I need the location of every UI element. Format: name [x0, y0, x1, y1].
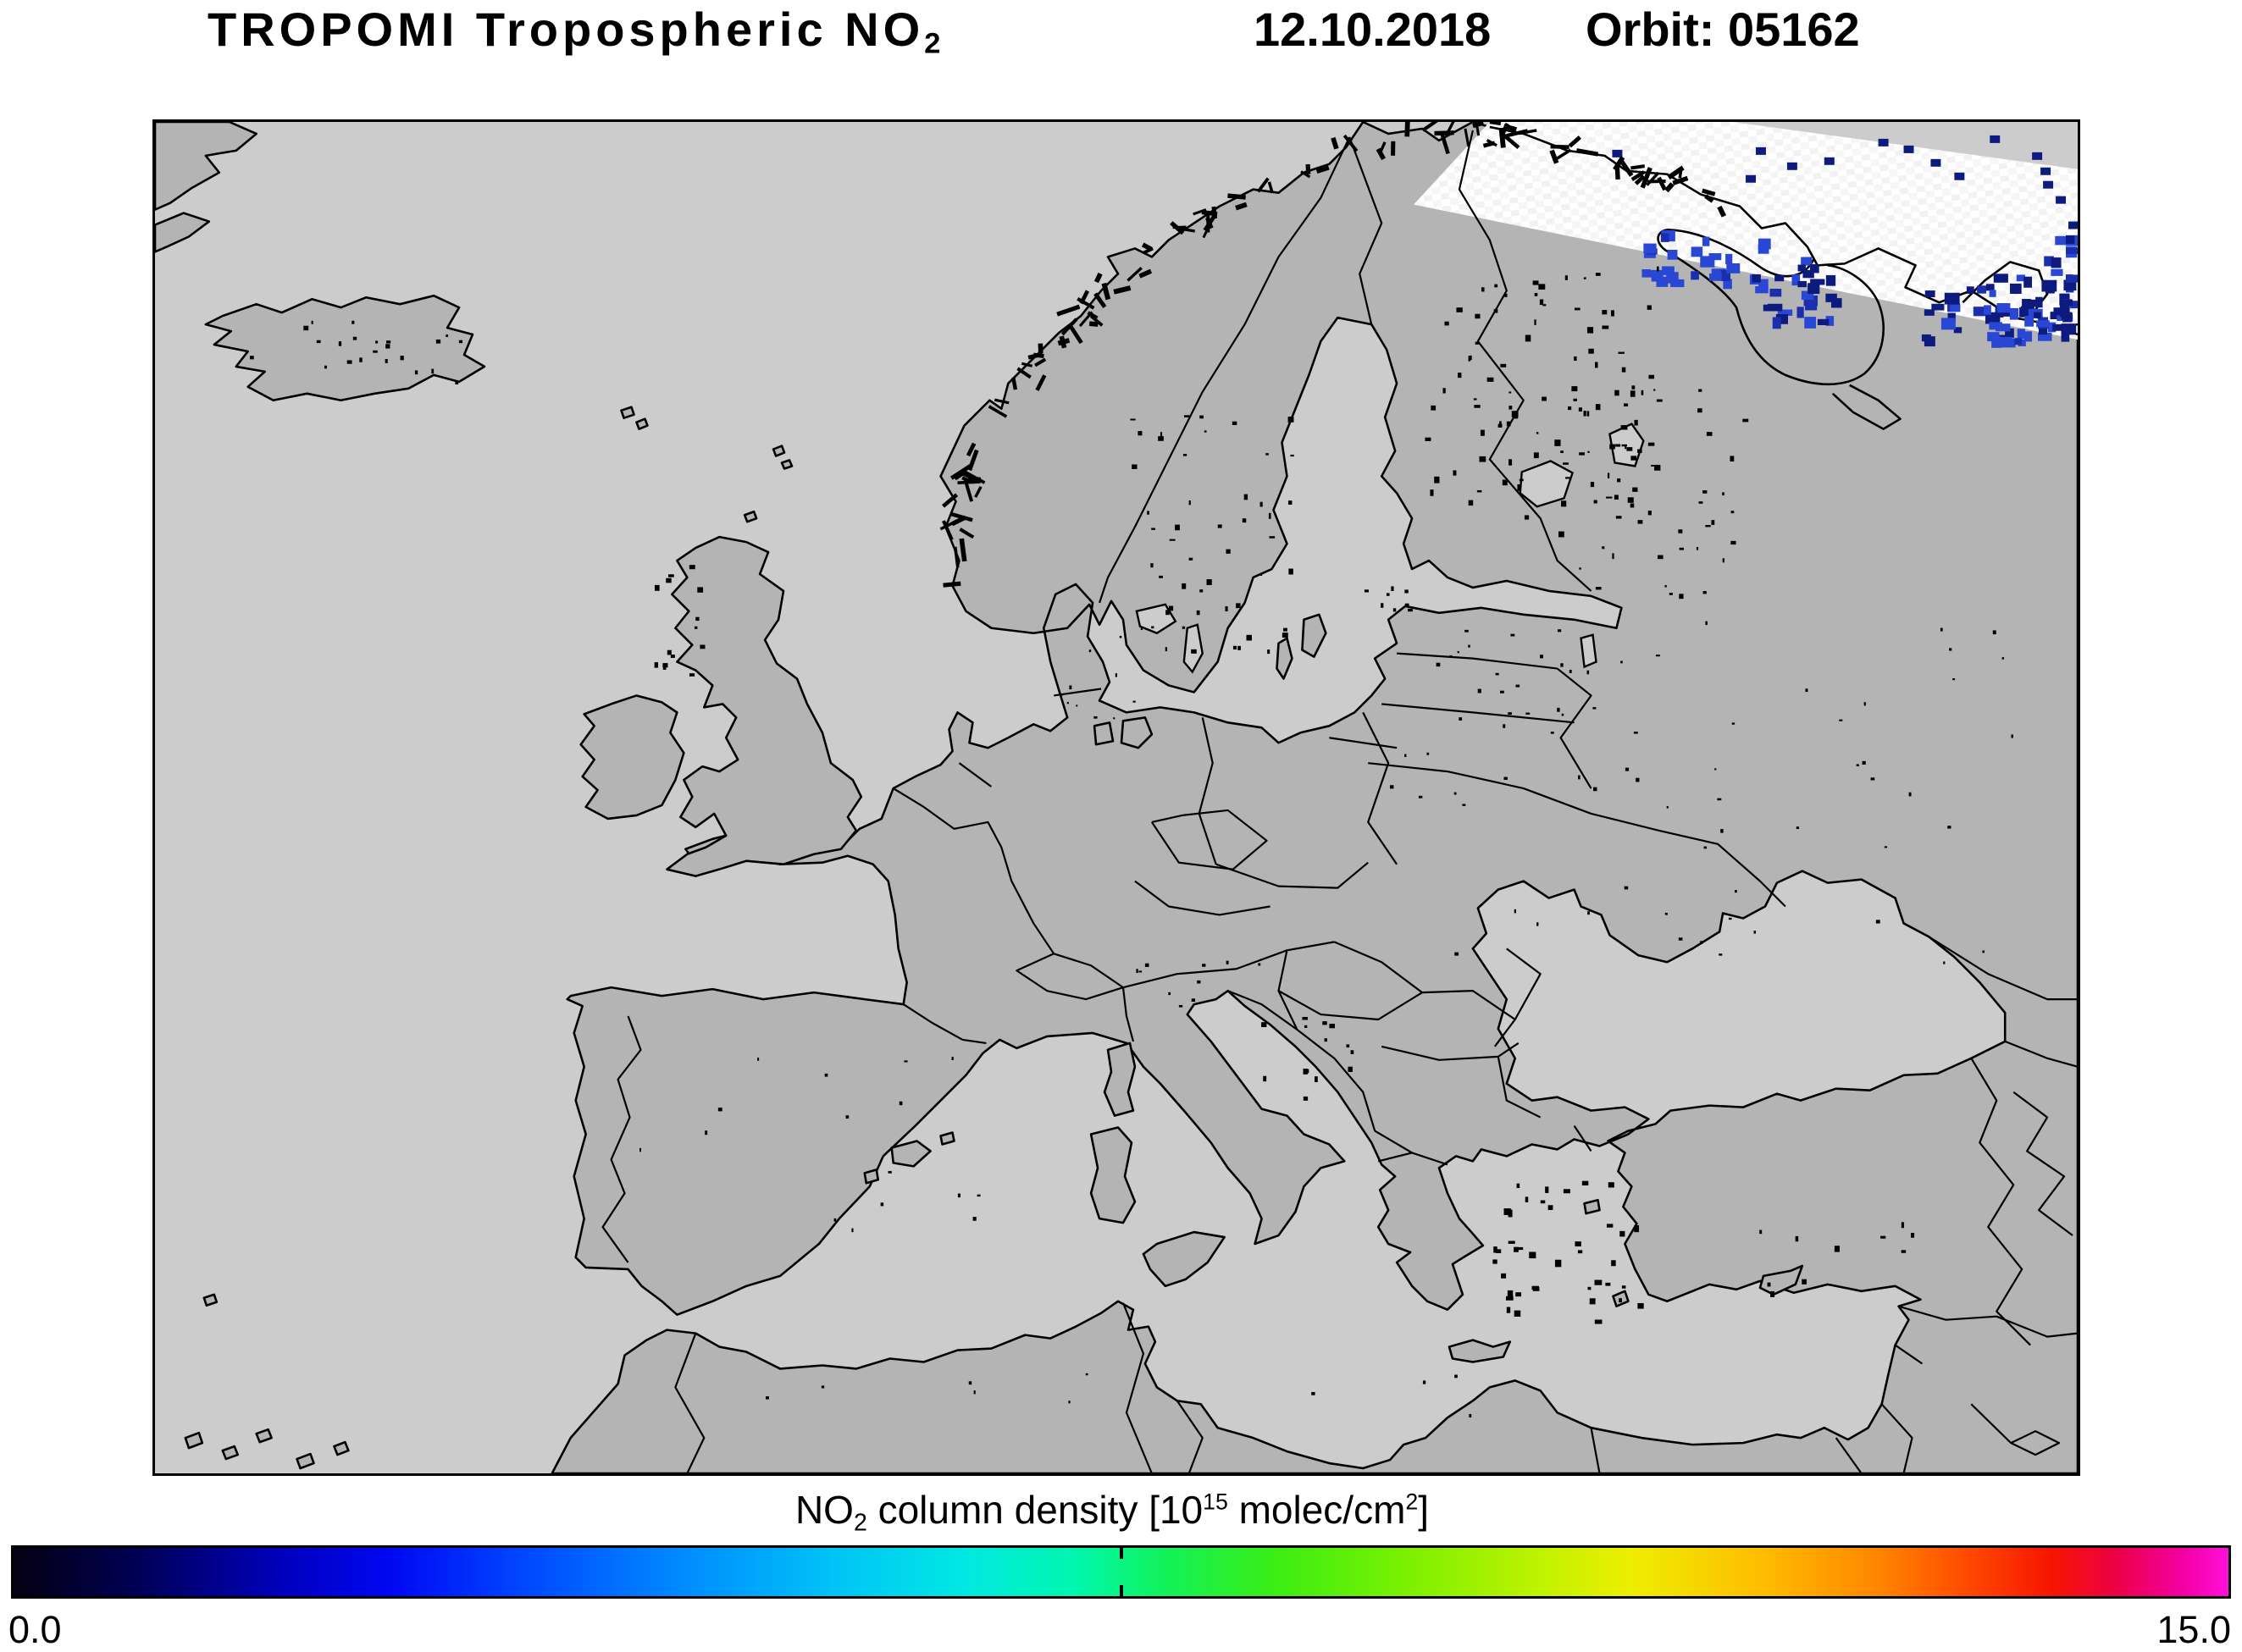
- europe-map-svg: [155, 122, 2078, 1473]
- colorbar-max-label: 15.0: [2156, 1608, 2231, 1652]
- colorbar-label-sub: 2: [854, 1510, 867, 1537]
- colorbar-label-prefix: NO: [795, 1488, 854, 1532]
- page-title-subscript: 2: [924, 28, 940, 60]
- island-lesbos: [1585, 1200, 1600, 1213]
- colorbar-mid-tick-bottom: [1120, 1585, 1123, 1596]
- colorbar-label-sup2: 2: [1405, 1489, 1418, 1515]
- colorbar-min-label: 0.0: [8, 1608, 62, 1652]
- header-date: 12.10.2018: [1254, 2, 1491, 57]
- island-corsica: [1104, 1043, 1135, 1116]
- island-funen: [1094, 722, 1113, 744]
- island-ibiza: [865, 1169, 878, 1183]
- lake-peipus: [1581, 635, 1597, 667]
- page-title-text: TROPOMI Tropospheric NO: [208, 3, 924, 56]
- map-panel: [152, 119, 2080, 1476]
- colorbar-gradient: [11, 1545, 2231, 1599]
- colorbar-mid-tick-top: [1120, 1548, 1123, 1559]
- island-menorca: [941, 1133, 955, 1145]
- colorbar-label: NO2 column density [1015 molec/cm2]: [795, 1487, 1429, 1538]
- header-orbit: Orbit: 05162: [1586, 2, 1860, 57]
- page-title: TROPOMI Tropospheric NO2: [208, 2, 940, 61]
- colorbar-label-mid2: molec/cm: [1228, 1488, 1406, 1532]
- colorbar-label-end: ]: [1418, 1488, 1429, 1532]
- colorbar-label-sup1: 15: [1203, 1489, 1228, 1515]
- colorbar-label-mid1: column density [10: [867, 1488, 1203, 1532]
